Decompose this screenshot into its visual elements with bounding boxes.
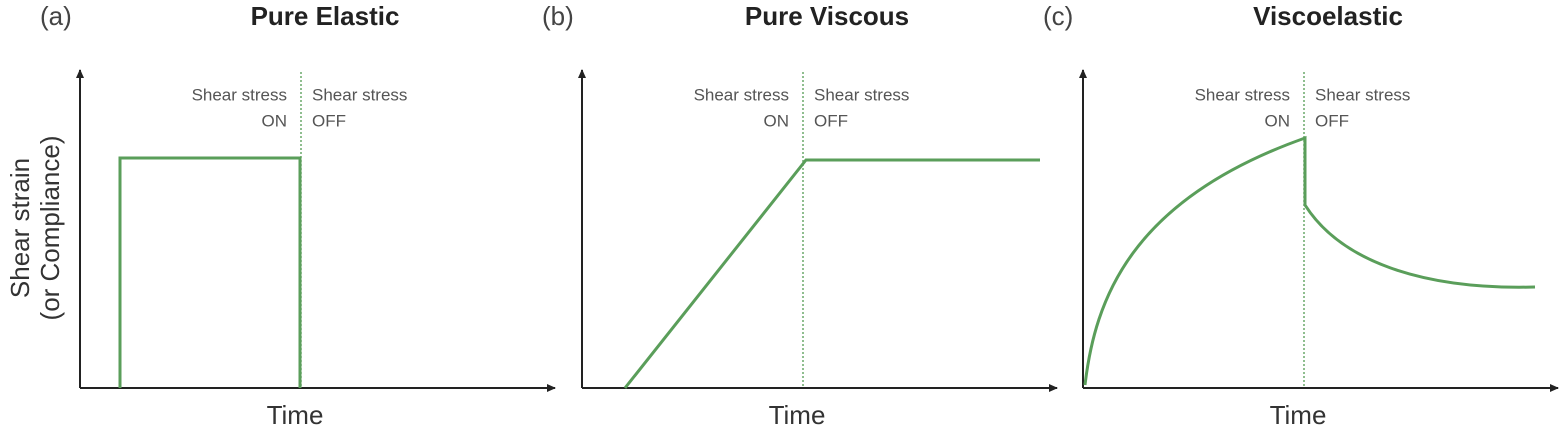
panel-title: Viscoelastic	[1253, 1, 1403, 31]
x-label: Time	[267, 400, 324, 430]
panel-title: Pure Viscous	[745, 1, 909, 31]
panel-label: (c)	[1043, 1, 1073, 31]
panel-title: Pure Elastic	[251, 1, 400, 31]
x-label: Time	[769, 400, 826, 430]
off-text: Shear stress	[814, 85, 909, 104]
off-text: OFF	[814, 111, 848, 130]
panel-label: (a)	[40, 1, 72, 31]
on-text: ON	[1265, 111, 1291, 130]
on-text: Shear stress	[192, 85, 287, 104]
on-text: ON	[764, 111, 790, 130]
on-text: Shear stress	[1195, 85, 1290, 104]
y-label: Shear strain	[5, 158, 35, 298]
strain-curve	[623, 158, 1040, 389]
off-text: Shear stress	[312, 85, 407, 104]
strain-curve	[1083, 135, 1536, 386]
on-text: Shear stress	[694, 85, 789, 104]
strain-curve	[118, 156, 302, 388]
off-text: OFF	[1315, 111, 1349, 130]
off-text: OFF	[312, 111, 346, 130]
on-text: ON	[262, 111, 288, 130]
y-label: (or Compliance)	[35, 136, 65, 321]
off-text: Shear stress	[1315, 85, 1410, 104]
panel-label: (b)	[542, 1, 574, 31]
x-label: Time	[1270, 400, 1327, 430]
